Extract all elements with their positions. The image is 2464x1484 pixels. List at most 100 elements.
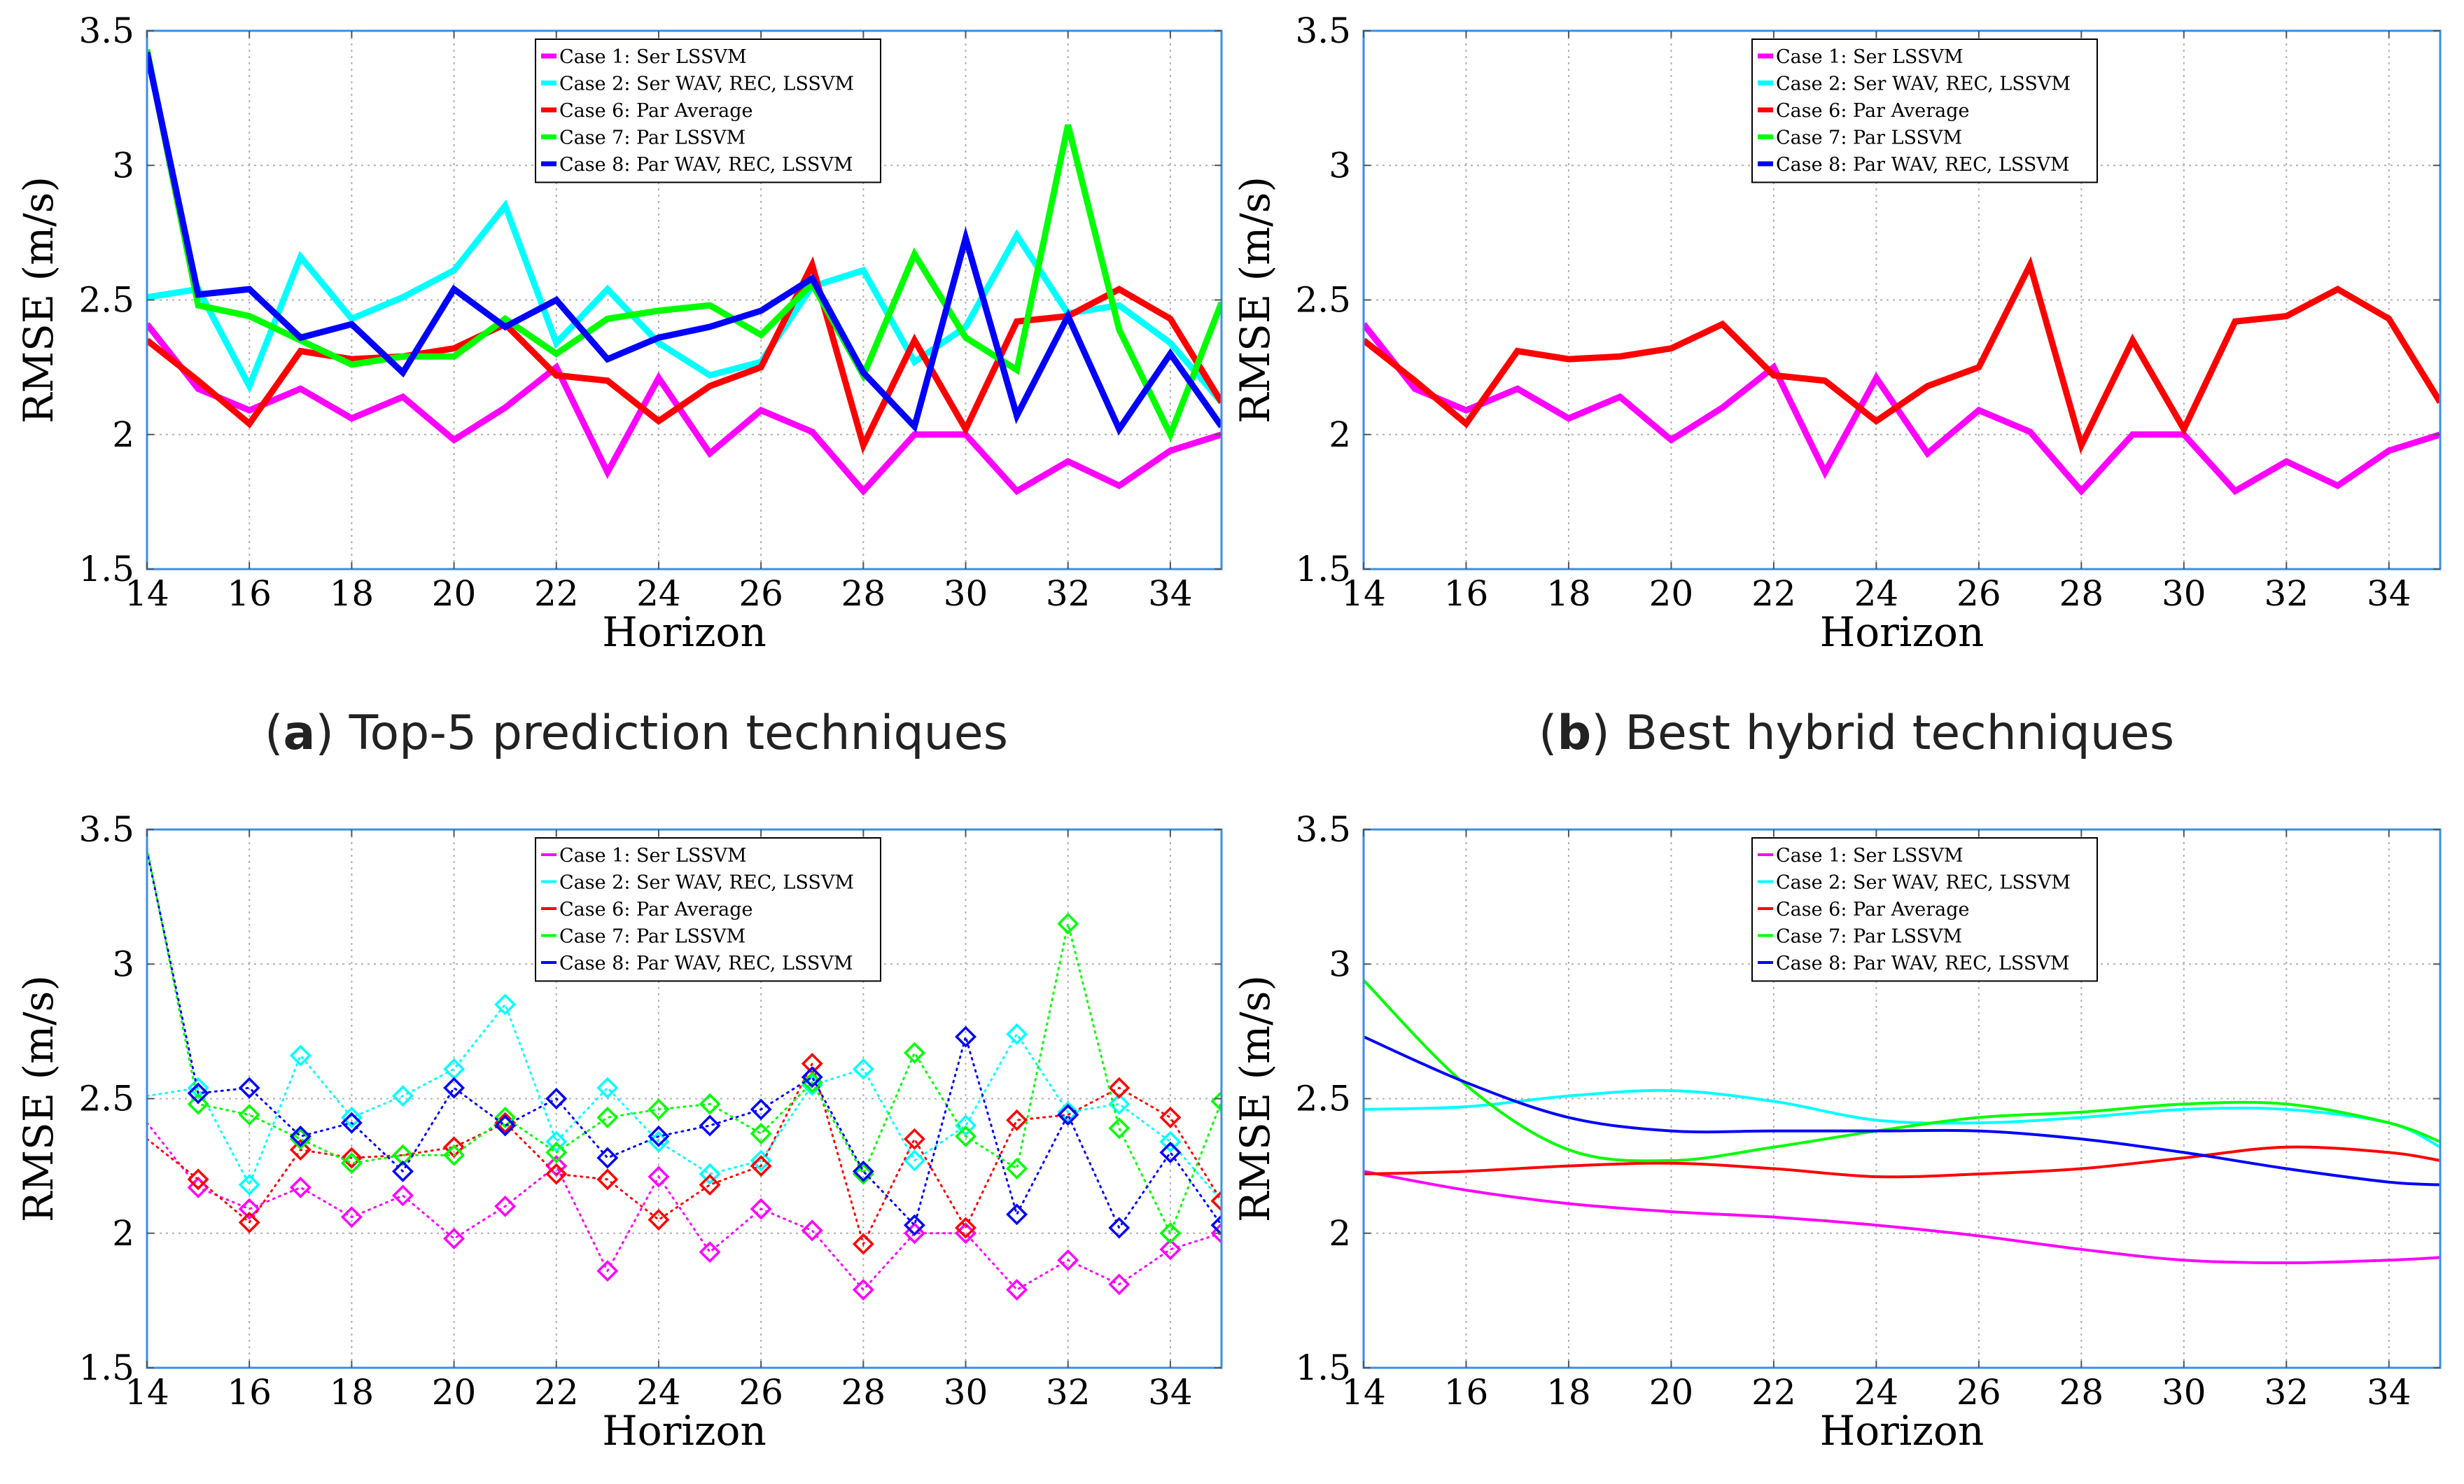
- chart-c-svg: 14 16 18 20 22 24 26 28 30 32 34 1.5 2 2.5 3 3.5 Horizon…: [15, 809, 1223, 1455]
- x-tick-label: 26: [1956, 1372, 2001, 1413]
- caption-b: (b) Best hybrid techniques: [1539, 706, 2175, 761]
- series-2-dotted-line: [147, 1002, 1222, 1203]
- series-4-marker: [1006, 1157, 1028, 1180]
- y-tick-label: 1.5: [78, 549, 134, 589]
- y-tick-label: 2: [112, 414, 134, 455]
- y-tick-label: 3.5: [1295, 10, 1351, 51]
- x-tick-label: 32: [1046, 573, 1091, 614]
- series-2-marker: [187, 1077, 209, 1099]
- caption-a: (a) Top-5 prediction techniques: [265, 706, 1009, 761]
- series-3-marker: [750, 1155, 772, 1177]
- y-tick-label: 3: [112, 145, 134, 186]
- legend-entry: Case 8: Par WAV, REC, LSSVM: [559, 953, 853, 974]
- series-3-marker: [699, 1174, 721, 1196]
- x-tick-label: 18: [1546, 1372, 1591, 1413]
- series-3-marker: [903, 1128, 925, 1150]
- legend-entry: Case 2: Ser WAV, REC, LSSVM: [559, 74, 854, 95]
- series-4-dotted-line: [147, 847, 1222, 1236]
- series-5-marker: [1108, 1217, 1130, 1239]
- series-4-marker: [238, 1104, 260, 1126]
- legend-entry: Case 1: Ser LSSVM: [559, 46, 747, 68]
- legend-entry: Case 7: Par LSSVM: [559, 926, 746, 948]
- series-2-marker: [238, 1174, 260, 1196]
- legend-entry: Case 8: Par WAV, REC, LSSVM: [1776, 953, 2070, 974]
- series-1-marker: [340, 1206, 363, 1228]
- series-2-marker: [392, 1085, 414, 1107]
- series-5-marker: [750, 1098, 772, 1121]
- x-tick-label: 34: [1148, 1372, 1193, 1413]
- x-tick-label: 30: [2162, 1372, 2206, 1413]
- y-tick-label: 2.5: [78, 280, 134, 321]
- series-2-line: [147, 199, 1222, 405]
- y-tick-label: 1.5: [78, 1348, 134, 1388]
- x-tick-label: 16: [1444, 1372, 1489, 1413]
- legend-box: [535, 38, 881, 183]
- x-tick-label: 34: [2367, 573, 2412, 614]
- series-3-curve: [1364, 1145, 2440, 1179]
- series-4-marker: [392, 1144, 414, 1166]
- series-group: [1364, 256, 2440, 496]
- legend: Case 1: Ser LSSVM Case 2: Ser WAV, REC, L…: [1751, 38, 2098, 183]
- series-3-marker: [648, 1209, 670, 1231]
- series-3-line: [1364, 256, 2440, 454]
- y-tick-label: 3.5: [78, 10, 134, 51]
- series-4-marker: [1108, 1117, 1130, 1140]
- y-tick-label: 3: [1329, 145, 1351, 186]
- caption-b-text: Best hybrid techniques: [1625, 706, 2175, 761]
- y-tick-label: 3.5: [1295, 809, 1351, 850]
- legend-entry: Case 2: Ser WAV, REC, LSSVM: [559, 872, 854, 894]
- legend: Case 1: Ser LSSVM Case 2: Ser WAV, REC, L…: [535, 38, 881, 183]
- series-1-marker: [852, 1279, 874, 1301]
- caption-a-letter: a: [283, 706, 316, 761]
- series-3-marker: [1159, 1106, 1182, 1128]
- series-1-line: [147, 322, 1222, 496]
- x-tick-label: 18: [1546, 573, 1591, 614]
- x-tick-label: 30: [944, 573, 988, 614]
- series-4-marker: [187, 1093, 209, 1115]
- x-tick-label: 16: [227, 573, 272, 614]
- x-tick-label: 14: [125, 1372, 169, 1413]
- x-tick-label: 28: [2059, 1372, 2104, 1413]
- series-1-dotted-line: [147, 1121, 1222, 1292]
- x-tick-label: 30: [944, 1372, 988, 1413]
- series-4-marker: [903, 1042, 925, 1064]
- series-1-marker: [596, 1260, 619, 1282]
- series-1-marker: [903, 1222, 925, 1245]
- series-5-marker: [443, 1077, 465, 1099]
- x-tick-label: 14: [1341, 573, 1386, 614]
- series-4-marker: [1057, 913, 1079, 935]
- series-1-marker: [1108, 1273, 1130, 1296]
- legend-entry: Case 2: Ser WAV, REC, LSSVM: [1776, 872, 2071, 894]
- series-1-marker: [494, 1195, 517, 1217]
- series-3-marker: [545, 1163, 568, 1185]
- legend-entry: Case 1: Ser LSSVM: [1776, 845, 1963, 867]
- series-5-marker: [1210, 1214, 1222, 1236]
- series-2-marker: [340, 1106, 363, 1128]
- x-tick-label: 30: [2162, 573, 2206, 614]
- series-5-marker: [545, 1088, 568, 1110]
- series-3-marker: [596, 1168, 619, 1191]
- series-3-marker: [340, 1147, 363, 1169]
- series-4-marker: [545, 1141, 568, 1163]
- legend-entry: Case 8: Par WAV, REC, LSSVM: [559, 154, 853, 176]
- series-2-marker: [852, 1058, 874, 1080]
- series-2-marker: [494, 993, 517, 1016]
- y-tick-label: 2.5: [1295, 280, 1351, 321]
- series-3-marker: [1006, 1109, 1028, 1131]
- series-2-marker: [1006, 1023, 1028, 1045]
- legend-entry: Case 1: Ser LSSVM: [1776, 46, 1963, 68]
- series-2-marker: [750, 1149, 772, 1172]
- series-4-marker: [852, 1163, 874, 1185]
- series-5-marker: [648, 1125, 670, 1147]
- caption-a-text: Top-5 prediction techniques: [349, 706, 1009, 761]
- y-tick-label: 2.5: [1295, 1079, 1351, 1119]
- series-3-marker: [1108, 1077, 1130, 1099]
- chart-b-svg: 14 16 18 20 22 24 26 28 30 32 34 1.5 2 2.5 3 3.5 Horizon…: [1231, 10, 2442, 656]
- series-group: [1364, 979, 2440, 1265]
- legend-box: [535, 837, 881, 982]
- legend-box: [1751, 837, 2098, 982]
- x-tick-label: 24: [1854, 573, 1899, 614]
- series-4-marker: [699, 1093, 721, 1115]
- series-4-line: [147, 49, 1222, 442]
- series-2-marker: [545, 1130, 568, 1153]
